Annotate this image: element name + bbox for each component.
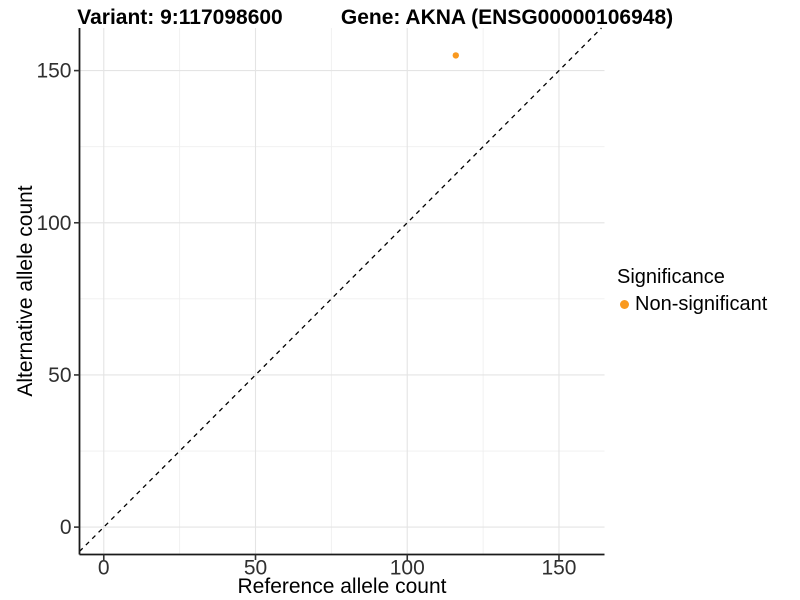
- legend-title: Significance: [617, 266, 725, 288]
- legend-point-icon: [620, 300, 629, 309]
- variant-title: Variant: 9:117098600: [77, 6, 283, 29]
- legend-item-label: Non-significant: [635, 293, 768, 315]
- x-tick-label: 150: [541, 557, 576, 580]
- legend-item-non-significant: Non-significant: [617, 293, 767, 316]
- identity-reference-line: [79, 27, 602, 552]
- y-tick-label: 100: [36, 212, 71, 235]
- x-tick-label: 0: [98, 557, 110, 580]
- y-axis-title: Alternative allele count: [14, 185, 37, 397]
- y-tick-label: 50: [48, 364, 71, 387]
- data-point: [452, 52, 460, 59]
- y-tick-label: 0: [60, 516, 72, 539]
- x-axis-title: Reference allele count: [237, 575, 447, 598]
- y-tick-label: 150: [36, 60, 71, 83]
- gene-title: Gene: AKNA (ENSG00000106948): [340, 6, 674, 29]
- significance-legend: Significance Non-significant: [617, 266, 767, 316]
- x-tick-label: 100: [390, 557, 425, 580]
- x-tick-label: 50: [244, 557, 267, 580]
